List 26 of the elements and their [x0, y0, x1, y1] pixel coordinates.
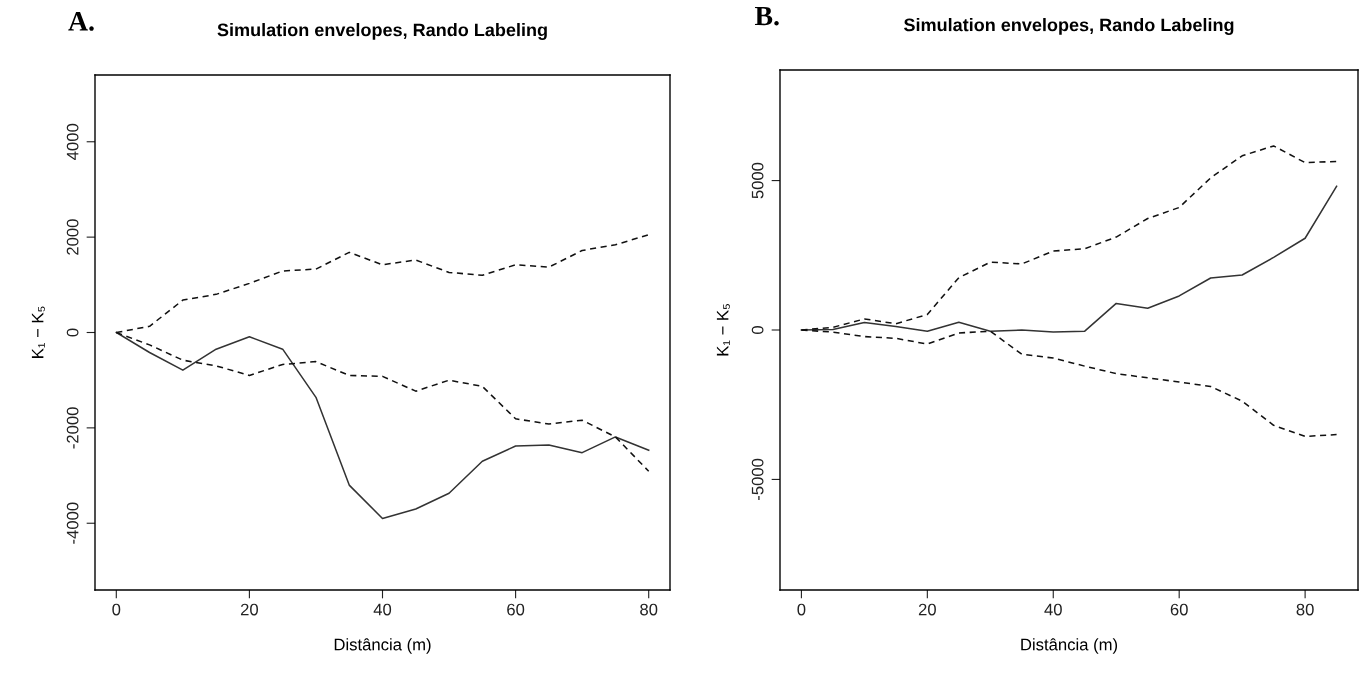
- y-tick-label: 0: [66, 328, 79, 337]
- y-axis-title: K₁ − K₅: [31, 306, 45, 358]
- y-tick-label: 2000: [66, 219, 79, 255]
- y-tick-label: 0: [751, 326, 764, 334]
- y-tick-label: 4000: [66, 123, 79, 160]
- x-tick-label: 80: [1296, 603, 1314, 616]
- chart-title: Simulation envelopes, Rando Labeling: [217, 23, 547, 40]
- y-tick-label: -5000: [751, 458, 764, 500]
- x-tick-label: 40: [1044, 603, 1062, 616]
- y-tick-label: -2000: [66, 407, 79, 449]
- x-tick-label: 0: [797, 603, 806, 616]
- y-tick-label: -4000: [66, 502, 79, 544]
- x-tick-label: 60: [507, 603, 525, 616]
- x-axis-title: Distância (m): [1021, 638, 1118, 654]
- chart-title: Simulation envelopes, Rando Labeling: [904, 18, 1234, 35]
- x-tick-label: 40: [373, 603, 392, 616]
- x-axis-title: Distância (m): [334, 638, 431, 654]
- y-axis-title: K₁ − K₅: [716, 304, 730, 356]
- x-tick-label: 60: [1170, 603, 1188, 616]
- x-tick-label: 80: [640, 603, 658, 616]
- x-tick-label: 20: [918, 603, 936, 616]
- x-tick-label: 20: [240, 603, 259, 616]
- text: B.: [754, 6, 779, 26]
- x-tick-label: 0: [112, 603, 121, 616]
- y-tick-label: 5000: [751, 162, 764, 199]
- text: A.: [68, 12, 94, 31]
